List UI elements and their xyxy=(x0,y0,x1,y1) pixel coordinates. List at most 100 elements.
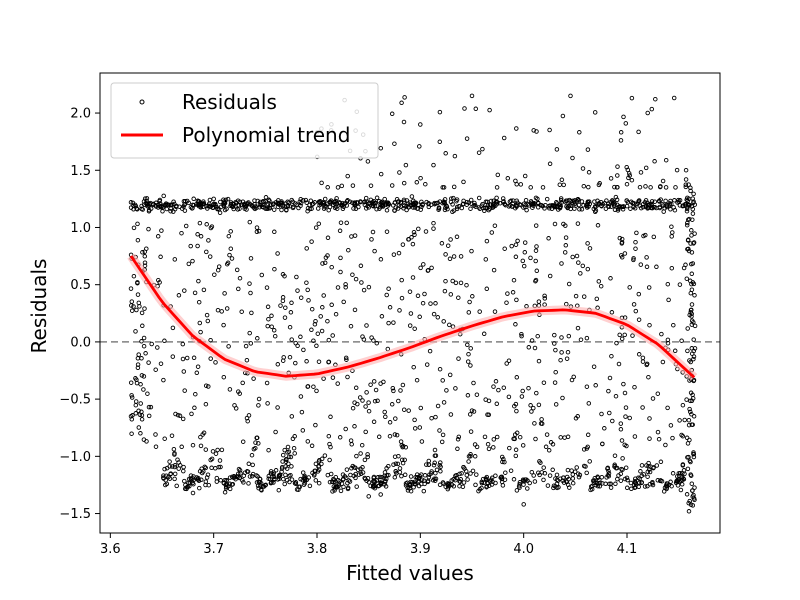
residual-point xyxy=(534,390,539,396)
residual-point xyxy=(282,481,287,487)
residual-point xyxy=(321,293,326,298)
residual-point xyxy=(689,314,694,319)
residual-point xyxy=(570,254,575,260)
residual-point xyxy=(401,119,407,125)
residual-point xyxy=(631,204,636,210)
residual-point xyxy=(378,257,384,262)
residual-point xyxy=(433,476,439,482)
residual-point xyxy=(309,306,315,312)
residual-point xyxy=(350,200,355,205)
residual-point xyxy=(614,340,619,346)
residual-point xyxy=(251,446,257,452)
residual-point xyxy=(260,202,265,208)
residual-point xyxy=(378,492,383,497)
residual-point xyxy=(161,377,166,383)
residual-point xyxy=(691,377,697,383)
residual-point xyxy=(450,278,455,284)
residual-point xyxy=(528,185,533,190)
residual-point xyxy=(575,325,581,331)
residual-point xyxy=(572,206,577,211)
residual-point xyxy=(270,202,276,207)
residual-point xyxy=(416,226,421,232)
residual-point xyxy=(612,184,617,190)
residual-point xyxy=(343,282,348,287)
residual-point xyxy=(371,419,377,425)
residual-point xyxy=(316,459,322,464)
legend-label-residuals: Residuals xyxy=(182,90,277,114)
residual-point xyxy=(159,228,164,233)
residual-point xyxy=(503,470,508,475)
residual-point xyxy=(599,203,604,209)
residual-point xyxy=(686,182,691,187)
residual-point xyxy=(221,197,226,202)
residual-point xyxy=(586,401,592,406)
residual-point xyxy=(633,239,638,245)
residual-point xyxy=(494,434,500,440)
residual-point xyxy=(231,206,236,212)
residual-point xyxy=(538,460,543,465)
residual-point xyxy=(689,351,695,356)
residual-point xyxy=(622,332,627,338)
residual-point xyxy=(466,351,471,357)
residual-point xyxy=(284,208,289,213)
y-tick-label: 2.0 xyxy=(70,107,91,122)
residual-point xyxy=(338,220,344,225)
residual-point xyxy=(237,275,243,281)
residual-point xyxy=(519,394,525,399)
residual-point xyxy=(595,223,601,228)
residual-point xyxy=(298,476,303,482)
residual-point xyxy=(376,434,382,440)
residual-point xyxy=(221,202,226,208)
residual-point xyxy=(584,446,590,451)
residual-point xyxy=(688,472,693,477)
residual-point xyxy=(236,202,242,208)
residual-point xyxy=(393,461,399,466)
residual-point xyxy=(353,465,358,470)
residual-point xyxy=(136,300,142,306)
residual-point xyxy=(157,197,163,203)
residual-point xyxy=(350,183,356,188)
residual-point xyxy=(528,403,533,408)
residual-point xyxy=(209,456,215,462)
residual-point xyxy=(523,197,529,203)
residual-point xyxy=(600,441,605,447)
residual-point xyxy=(135,237,141,243)
residual-point xyxy=(507,445,512,451)
residual-point xyxy=(575,221,581,226)
residual-point xyxy=(255,336,260,341)
residual-point xyxy=(334,201,339,206)
residual-point xyxy=(449,478,454,483)
residual-point xyxy=(674,167,680,173)
residual-point xyxy=(517,481,522,487)
residual-point xyxy=(533,248,539,253)
residual-point xyxy=(149,341,154,347)
residual-point xyxy=(399,277,404,283)
residual-point xyxy=(547,473,553,478)
residual-point xyxy=(472,454,478,459)
residual-point xyxy=(428,202,434,208)
residual-point xyxy=(384,229,390,234)
residual-point xyxy=(153,444,159,449)
residual-point xyxy=(468,471,473,476)
residual-point xyxy=(305,439,311,444)
residual-point xyxy=(327,204,333,210)
residual-point xyxy=(316,359,322,364)
residual-point xyxy=(513,447,519,453)
residual-point xyxy=(348,323,354,329)
residual-point xyxy=(298,196,303,202)
residual-point xyxy=(425,478,431,484)
residual-point xyxy=(316,199,322,204)
residual-point xyxy=(580,166,586,171)
residual-point xyxy=(285,444,291,450)
residual-point xyxy=(581,294,587,299)
residual-point xyxy=(690,503,696,508)
residual-point xyxy=(146,209,152,214)
residual-point xyxy=(201,287,207,293)
residual-point xyxy=(618,138,624,143)
residual-point xyxy=(508,468,514,473)
residual-point xyxy=(618,421,624,426)
residual-point xyxy=(527,480,532,486)
residual-point xyxy=(247,219,253,225)
residual-point xyxy=(352,400,357,405)
residual-point xyxy=(432,460,437,466)
